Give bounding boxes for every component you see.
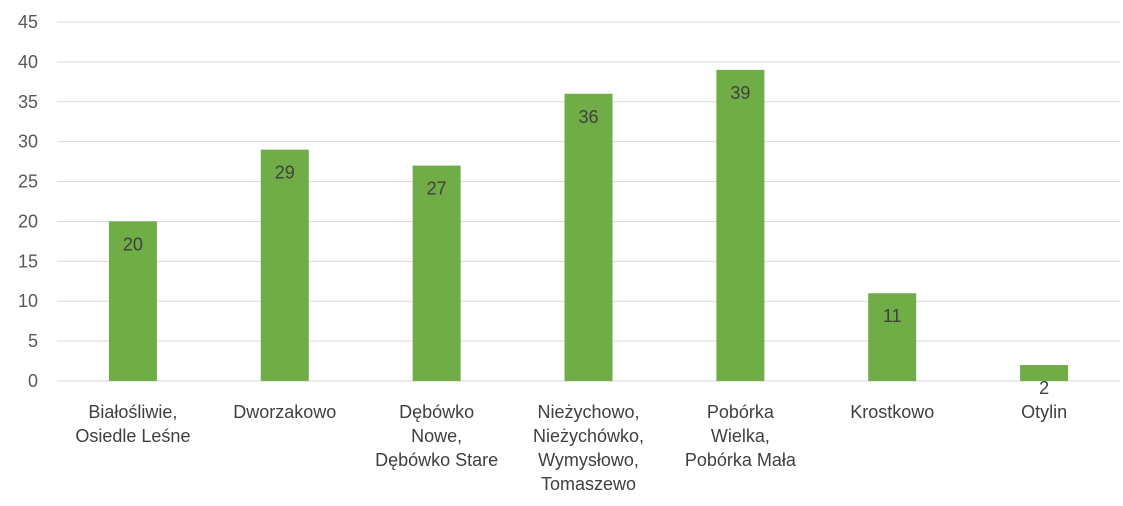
x-category-label: Krostkowo bbox=[850, 402, 934, 422]
x-category-label-line: Białośliwie, bbox=[88, 402, 177, 422]
bar bbox=[412, 165, 461, 381]
x-category-label: Pobórka Wielka, Pobórka Mała bbox=[685, 402, 797, 470]
x-category-label-line: Nowe, bbox=[411, 426, 462, 446]
y-tick-label: 10 bbox=[18, 291, 38, 311]
data-label: 29 bbox=[275, 163, 295, 183]
x-category-label: Nieżychowo, Nieżychówko, Wymysłowo, Tomasze… bbox=[533, 402, 644, 494]
y-tick-label: 35 bbox=[18, 92, 38, 112]
y-tick-label: 20 bbox=[18, 211, 38, 231]
x-category-label: Otylin bbox=[1021, 402, 1067, 422]
data-label: 20 bbox=[123, 234, 143, 254]
x-category-label-line: Osiedle Leśne bbox=[75, 426, 190, 446]
y-tick-label: 30 bbox=[18, 132, 38, 152]
x-category-label: Dworzakowo bbox=[233, 402, 336, 422]
data-label: 11 bbox=[883, 306, 902, 326]
y-tick-label: 5 bbox=[28, 331, 38, 351]
bar bbox=[108, 221, 157, 381]
y-tick-label: 40 bbox=[18, 52, 38, 72]
data-label: 2 bbox=[1039, 378, 1049, 398]
x-category-label-line: Otylin bbox=[1021, 402, 1067, 422]
x-category-label-line: Wielka, bbox=[711, 426, 770, 446]
x-category-label-line: Tomaszewo bbox=[541, 474, 636, 494]
y-axis-ticks: 0 5 10 15 20 25 30 35 40 45 bbox=[18, 12, 38, 391]
bar bbox=[868, 293, 917, 381]
bars bbox=[108, 69, 1069, 382]
data-label: 39 bbox=[730, 83, 750, 103]
x-category-label-line: Nieżychowo, bbox=[537, 402, 639, 422]
bar bbox=[1020, 365, 1069, 381]
data-label: 36 bbox=[578, 107, 598, 127]
x-category-label-line: Dworzakowo bbox=[233, 402, 336, 422]
x-category-label-line: Dębówko Stare bbox=[375, 450, 498, 470]
data-label: 27 bbox=[427, 179, 447, 199]
x-category-label-line: Wymysłowo, bbox=[538, 450, 639, 470]
bar bbox=[716, 69, 765, 381]
bar bbox=[260, 149, 309, 381]
y-tick-label: 0 bbox=[28, 371, 38, 391]
x-category-label-line: Krostkowo bbox=[850, 402, 934, 422]
x-category-label-line: Pobórka bbox=[707, 402, 775, 422]
x-category-label-line: Dębówko bbox=[399, 402, 474, 422]
x-category-label: Białośliwie, Osiedle Leśne bbox=[75, 402, 190, 446]
y-tick-label: 45 bbox=[18, 12, 38, 32]
data-labels: 20 29 27 36 39 11 2 bbox=[123, 83, 1049, 398]
y-tick-label: 25 bbox=[18, 172, 38, 192]
x-category-label: Dębówko Nowe, Dębówko Stare bbox=[375, 402, 498, 470]
x-category-label-line: Pobórka Mała bbox=[685, 450, 797, 470]
bar bbox=[564, 93, 613, 382]
x-category-label-line: Nieżychówko, bbox=[533, 426, 644, 446]
x-axis-labels: Białośliwie, Osiedle Leśne Dworzakowo Dębów… bbox=[75, 402, 1067, 494]
y-tick-label: 15 bbox=[18, 251, 38, 271]
